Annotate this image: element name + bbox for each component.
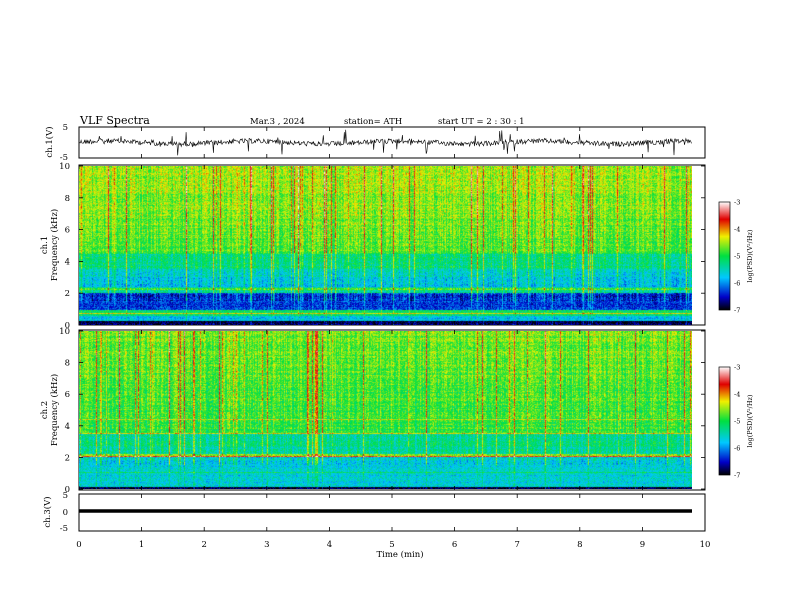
x-tick-label: 3 bbox=[264, 540, 269, 550]
x-tick-label: 5 bbox=[389, 540, 394, 550]
ch3-ytick-bottom: -5 bbox=[60, 524, 68, 534]
y-tick-label: 10 bbox=[59, 162, 70, 172]
ch2-colorbar-label: log(PSD)(V²/Hz) bbox=[746, 394, 754, 447]
x-tick-label: 8 bbox=[577, 540, 582, 550]
y-tick-label: 2 bbox=[65, 289, 70, 299]
colorbar-tick-label: -5 bbox=[734, 418, 740, 426]
ch3-waveform-panel: ch.3(V) 5 0 -5 bbox=[42, 491, 706, 534]
y-tick-label: 4 bbox=[65, 422, 70, 432]
figure-title: VLF Spectra bbox=[79, 114, 150, 127]
ch1-ytick-top: 5 bbox=[63, 123, 68, 133]
y-tick-label: 2 bbox=[65, 453, 70, 463]
y-tick-label: 10 bbox=[59, 327, 70, 337]
x-axis-label: Time (min) bbox=[376, 549, 423, 560]
x-tick-label: 4 bbox=[327, 540, 332, 550]
date-label: Mar.3 , 2024 bbox=[250, 117, 305, 127]
colorbar-tick-label: -4 bbox=[734, 391, 740, 399]
colorbar-tick-label: -7 bbox=[734, 472, 740, 480]
ch1-colorbar-label: log(PSD)(V²/Hz) bbox=[746, 229, 754, 282]
ch3-ytick-mid: 0 bbox=[63, 508, 68, 518]
x-tick-label: 10 bbox=[700, 540, 711, 550]
ch2-colorbar bbox=[718, 366, 731, 476]
x-tick-label: 6 bbox=[452, 540, 457, 550]
y-tick-label: 6 bbox=[65, 226, 70, 236]
colorbar-tick-label: -4 bbox=[734, 226, 740, 234]
ch1-waveform-panel: ch.1(V) 5 -5 bbox=[44, 123, 706, 163]
ch1-spectrogram-image bbox=[79, 166, 692, 325]
ch2-spec-ylabel-1: ch.2 bbox=[40, 401, 50, 419]
colorbar-tick-label: -6 bbox=[734, 445, 740, 453]
ch1-ytick-bottom: -5 bbox=[60, 153, 68, 163]
x-tick-label: 0 bbox=[76, 540, 81, 550]
x-tick-label: 2 bbox=[201, 540, 206, 550]
ch1-waveform-line bbox=[78, 129, 692, 156]
colorbar-tick-label: -7 bbox=[734, 307, 740, 315]
y-tick-label: 0 bbox=[65, 485, 70, 495]
ch3-ytick-top: 5 bbox=[63, 491, 68, 501]
y-tick-label: 8 bbox=[65, 194, 70, 204]
x-tick-label: 9 bbox=[640, 540, 645, 550]
y-tick-label: 6 bbox=[65, 390, 70, 400]
start-ut-label: start UT = 2 : 30 : 1 bbox=[438, 117, 525, 127]
ch2-spec-ylabel-2: Frequency (kHz) bbox=[49, 374, 60, 446]
colorbar-tick-label: -6 bbox=[734, 280, 740, 288]
ch3-ylabel: ch.3(V) bbox=[42, 496, 53, 527]
colorbar-tick-label: -3 bbox=[734, 199, 740, 207]
ch1-colorbar bbox=[718, 201, 731, 311]
ch1-ylabel: ch.1(V) bbox=[44, 126, 55, 157]
colorbar-tick-label: -5 bbox=[734, 253, 740, 261]
x-tick-label: 1 bbox=[139, 540, 144, 550]
x-tick-label: 7 bbox=[514, 540, 519, 550]
ch1-spec-ylabel-2: Frequency (kHz) bbox=[49, 209, 60, 281]
station-label: station= ATH bbox=[344, 117, 402, 127]
y-tick-label: 4 bbox=[65, 257, 70, 267]
ch2-spectrogram-image bbox=[79, 331, 692, 489]
y-tick-label: 8 bbox=[65, 359, 70, 369]
y-tick-label: 0 bbox=[65, 321, 70, 331]
ch1-spec-ylabel-1: ch.1 bbox=[40, 236, 50, 254]
colorbar-tick-label: -3 bbox=[734, 364, 740, 372]
